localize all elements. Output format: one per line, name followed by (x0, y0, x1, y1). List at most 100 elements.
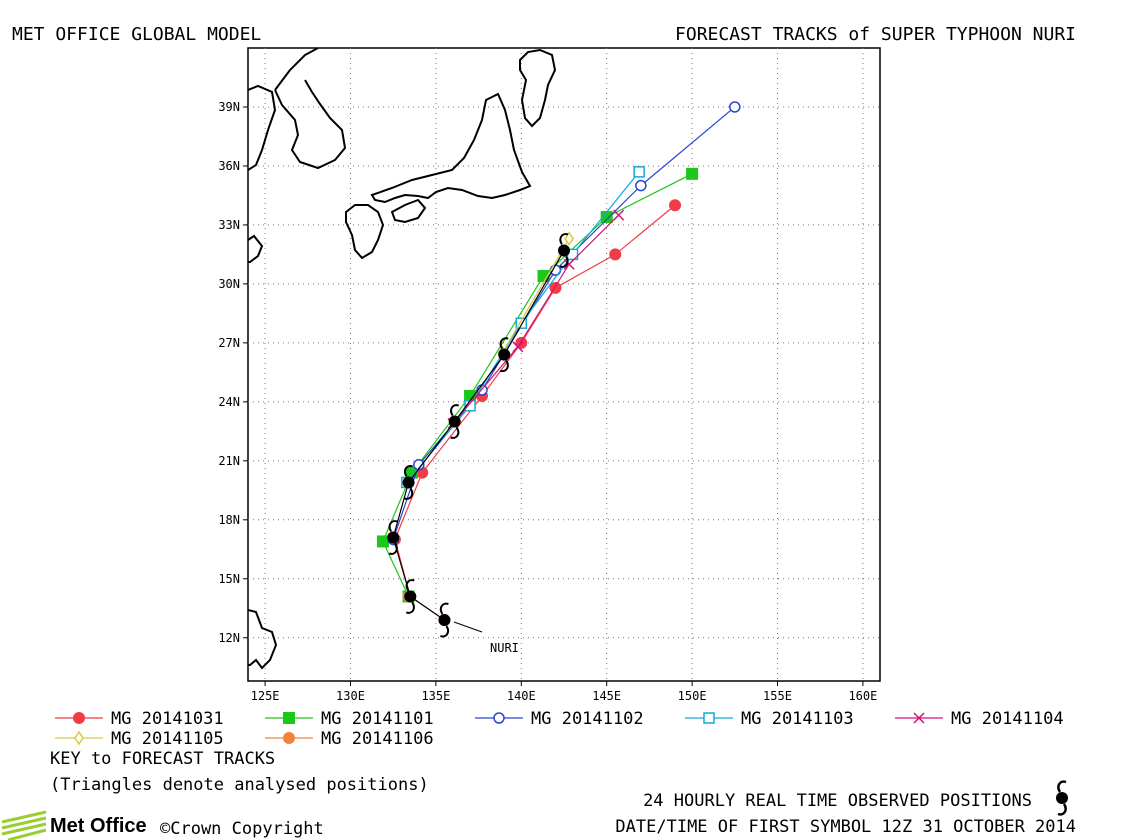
legend-label: MG 20141101 (321, 709, 434, 729)
track-point-shape (729, 101, 741, 113)
legend-item: MG 20141102 (475, 709, 644, 729)
legend-marker (913, 712, 925, 724)
observed-position-arm (440, 625, 450, 638)
china-coast (248, 234, 264, 263)
track-point-shape (564, 231, 575, 247)
legend-marker (73, 712, 85, 724)
y-tick-label: 33N (218, 218, 240, 232)
y-tick-label: 30N (218, 277, 240, 291)
legend-item: MG 20141031 (55, 709, 224, 729)
legend-marker-shape (913, 712, 925, 724)
track-point (600, 211, 613, 224)
grid (248, 48, 880, 681)
x-tick-label: 140E (507, 689, 536, 703)
track-point-shape (376, 535, 389, 548)
track-point-shape (600, 211, 613, 224)
y-tick-label: 24N (218, 395, 240, 409)
legend-item: MG 20141104 (895, 709, 1064, 729)
philippines-coast (248, 609, 278, 670)
x-tick-label: 145E (592, 689, 621, 703)
typhoon-symbol-icon (1056, 780, 1068, 816)
legend-marker (703, 712, 715, 724)
legend-item: MG 20141105 (55, 729, 224, 749)
observed-position-arm (404, 487, 414, 500)
observed-position-arm (388, 520, 398, 533)
track-point-shape (633, 166, 645, 178)
track-point (613, 209, 625, 221)
observed-position-arm (499, 360, 509, 373)
storm-label-pointer (453, 621, 483, 633)
legend: MG 20141031 MG 20141101 MG 20141102 MG 2014… (55, 709, 1064, 749)
observed-position-arm (405, 579, 415, 592)
legend-marker-shape (493, 712, 505, 724)
x-tick-label: 150E (678, 689, 707, 703)
datetime-label: DATE/TIME OF FIRST SYMBOL 12Z 31 OCTOBER… (615, 817, 1076, 837)
y-tick-label: 18N (218, 513, 240, 527)
japan-honshu-coast (370, 92, 532, 204)
legend-item: MG 20141101 (265, 709, 434, 729)
observed-position (558, 233, 570, 268)
observed-position-dot (498, 348, 511, 361)
x-tick-label: 130E (336, 689, 365, 703)
track-point (376, 535, 389, 548)
track-point (512, 341, 524, 353)
y-tick-label: 15N (218, 572, 240, 586)
track-point (633, 166, 645, 178)
track-point (564, 231, 575, 247)
observed-position-arm (388, 542, 398, 555)
x-tick-label: 125E (251, 689, 280, 703)
observed-position (498, 337, 511, 373)
track-point (515, 317, 528, 329)
track-point-shape (512, 341, 524, 353)
legend-marker-shape (73, 712, 85, 724)
legend-marker (283, 712, 295, 724)
legend-marker (74, 730, 84, 746)
track-point-shape (613, 209, 625, 221)
track-point-shape (635, 179, 647, 192)
observed-position-arm (405, 601, 415, 614)
track-point (686, 167, 699, 180)
y-tick-label: 27N (218, 336, 240, 350)
chart-title: FORECAST TRACKS of SUPER TYPHOON NURI (675, 24, 1076, 45)
observed-position-arm (559, 233, 569, 246)
observed-position-dot (438, 614, 451, 627)
key-note: (Triangles denote analysed positions) (50, 775, 429, 795)
japan-shikoku-coast (390, 198, 427, 224)
observed-position-arm (559, 255, 569, 268)
legend-marker (493, 712, 505, 724)
track-point (563, 258, 575, 270)
track-point (537, 270, 550, 283)
y-tick-label: 36N (218, 159, 240, 173)
y-tick-label: 21N (218, 454, 240, 468)
observed-positions-label: 24 HOURLY REAL TIME OBSERVED POSITIONS (643, 791, 1032, 811)
legend-label: MG 20141106 (321, 729, 434, 749)
observed-position-arm (450, 426, 460, 439)
legend-marker-shape (283, 712, 295, 724)
storm-label: NURI (490, 641, 519, 655)
met-office-logo-text: Met Office (50, 815, 147, 837)
observed-position-dot (448, 415, 461, 428)
track-point-shape (563, 258, 575, 270)
legend-label: MG 20141102 (531, 709, 644, 729)
observed-position (402, 465, 415, 500)
axis-ticks: 125E 130E 135E 140E 145E 150E 155E 160E 12N 15N 18… (218, 100, 877, 703)
observed-position-dot (402, 476, 415, 489)
observed-position (438, 602, 451, 638)
track-line (452, 214, 620, 424)
observed-position-dot (387, 531, 400, 544)
observed-position-arm (450, 404, 459, 417)
legend-item: MG 20141106 (265, 729, 434, 749)
legend-marker (283, 732, 295, 744)
x-tick-label: 135E (421, 689, 450, 703)
observed-position (448, 404, 461, 439)
x-tick-label: 160E (848, 689, 877, 703)
observed-position-arm (439, 602, 449, 615)
observed-positions (387, 233, 570, 638)
legend-marker-shape (74, 730, 84, 746)
observed-position (387, 520, 400, 555)
header-left: MET OFFICE GLOBAL MODEL (12, 24, 261, 45)
observed-position-dot (404, 590, 417, 603)
track-point-shape (669, 199, 682, 212)
